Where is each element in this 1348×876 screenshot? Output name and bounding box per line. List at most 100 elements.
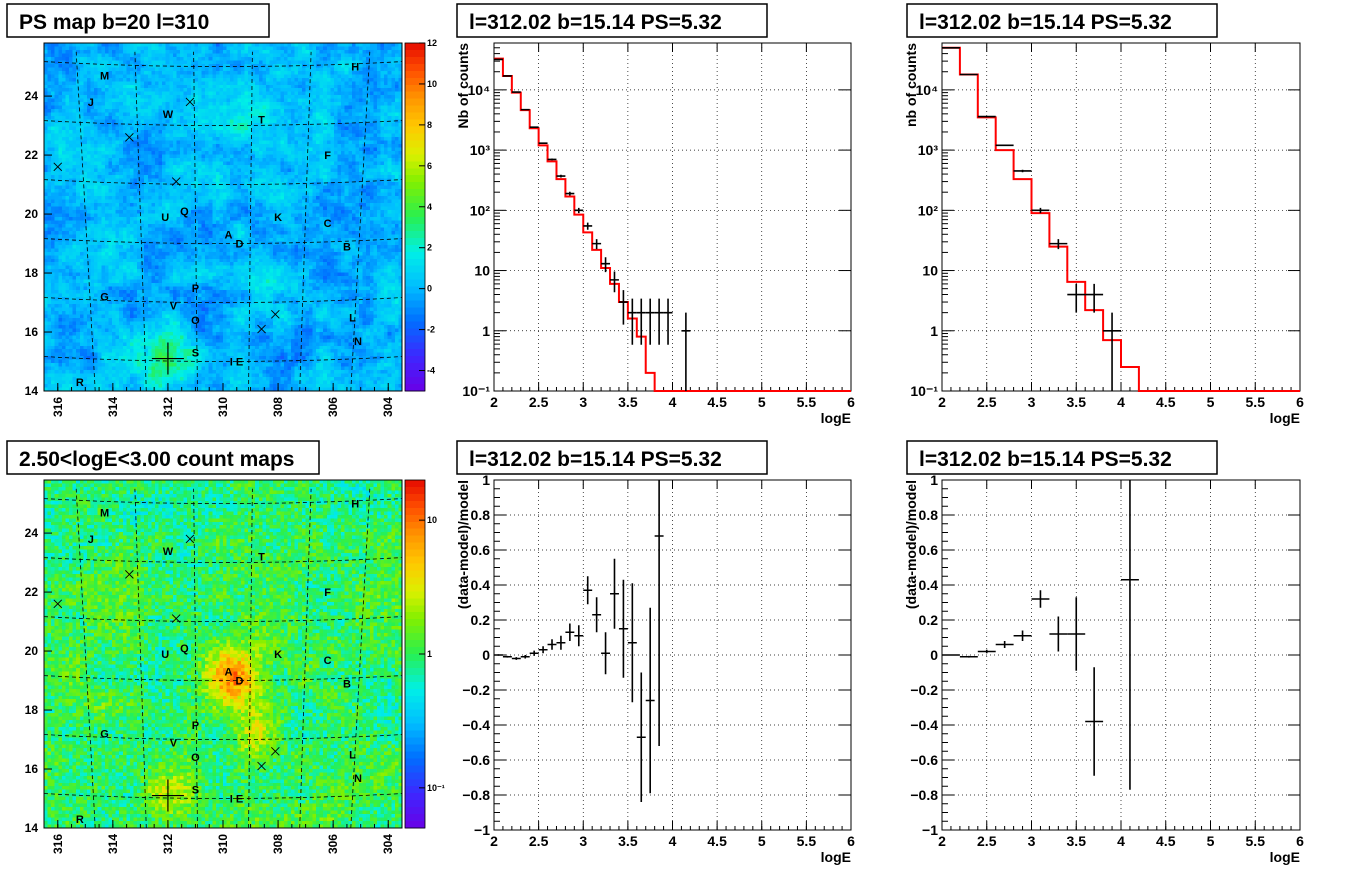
map-pixel (54, 46, 59, 51)
map-pixel (301, 171, 306, 176)
map-pixel (273, 116, 277, 120)
map-pixel (298, 178, 303, 183)
map-pixel (240, 74, 245, 79)
map-pixel (90, 74, 95, 79)
map-pixel (147, 206, 152, 211)
map-pixel (61, 91, 66, 96)
map-pixel (108, 109, 113, 113)
map-pixel (362, 192, 367, 197)
map-pixel (205, 67, 209, 72)
map-pixel (58, 105, 63, 110)
map-pixel (97, 116, 102, 120)
map-pixel (108, 178, 113, 183)
map-pixel (72, 105, 77, 110)
map-pixel (391, 63, 396, 68)
map-pixel (219, 116, 224, 120)
map-pixel (133, 157, 138, 162)
map-pixel (69, 56, 73, 61)
map-pixel (112, 70, 116, 75)
map-pixel (165, 88, 170, 93)
map-pixel (237, 105, 242, 110)
map-pixel (115, 199, 120, 204)
map-pixel (355, 109, 360, 113)
map-pixel (366, 178, 371, 183)
map-pixel (355, 192, 360, 197)
map-pixel (369, 150, 374, 155)
map-pixel (387, 88, 392, 93)
map-pixel (366, 175, 371, 180)
map-pixel (348, 123, 353, 127)
map-pixel (283, 213, 288, 218)
map-pixel (226, 81, 231, 86)
map-pixel (154, 60, 159, 65)
map-pixel (115, 150, 120, 155)
map-pixel (165, 161, 170, 166)
map-pixel (333, 81, 338, 86)
map-pixel (158, 168, 163, 173)
map-pixel (169, 199, 174, 204)
map-pixel (244, 210, 249, 214)
map-pixel (172, 164, 177, 169)
map-pixel (244, 91, 249, 96)
map-pixel (255, 74, 260, 79)
map-pixel (44, 213, 48, 218)
map-pixel (137, 49, 141, 54)
map-pixel (308, 196, 313, 200)
map-pixel (326, 147, 331, 152)
map-pixel (112, 206, 116, 211)
map-pixel (384, 154, 388, 159)
map-pixel (351, 88, 356, 93)
map-pixel (129, 175, 134, 180)
map-pixel (172, 98, 177, 103)
map-pixel (94, 140, 98, 145)
map-pixel (312, 53, 317, 58)
map-pixel (294, 91, 299, 96)
map-pixel (251, 189, 256, 193)
map-pixel (69, 161, 73, 166)
map-pixel (273, 49, 277, 54)
map-pixel (154, 192, 159, 197)
map-pixel (212, 168, 217, 173)
map-pixel (312, 43, 317, 47)
map-pixel (158, 112, 163, 117)
map-pixel (333, 206, 338, 211)
map-pixel (69, 112, 73, 117)
map-pixel (108, 43, 113, 47)
map-pixel (333, 67, 338, 72)
map-pixel (90, 210, 95, 214)
map-pixel (251, 154, 256, 159)
map-pixel (240, 126, 245, 131)
map-pixel (255, 199, 260, 204)
map-pixel (187, 53, 192, 58)
map-pixel (104, 123, 109, 127)
map-pixel (337, 130, 342, 134)
map-pixel (287, 154, 292, 159)
map-pixel (312, 60, 317, 65)
map-pixel (129, 157, 134, 162)
map-pixel (391, 196, 396, 200)
map-pixel (333, 91, 338, 96)
map-pixel (376, 60, 381, 65)
map-pixel (83, 109, 88, 113)
map-pixel (54, 67, 59, 72)
map-pixel (144, 182, 149, 186)
map-pixel (380, 161, 385, 166)
map-pixel (158, 70, 163, 75)
map-pixel (248, 130, 252, 134)
map-pixel (151, 192, 156, 197)
map-pixel (316, 53, 320, 58)
map-pixel (79, 74, 84, 79)
map-pixel (47, 105, 52, 110)
map-pixel (373, 171, 378, 176)
map-pixel (298, 56, 303, 61)
map-pixel (58, 203, 63, 207)
map-pixel (83, 91, 88, 96)
map-pixel (61, 192, 66, 197)
map-pixel (355, 196, 360, 200)
map-pixel (169, 119, 174, 124)
map-pixel (287, 98, 292, 103)
map-pixel (244, 171, 249, 176)
map-pixel (319, 164, 324, 169)
map-pixel (223, 133, 227, 138)
map-pixel (137, 154, 141, 159)
